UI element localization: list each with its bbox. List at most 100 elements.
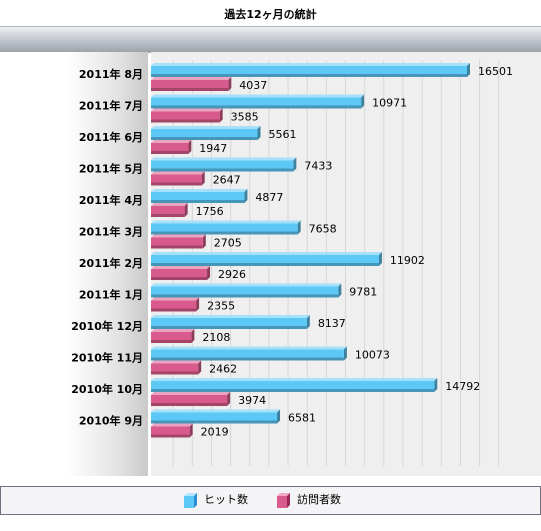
bar-hits [151,286,339,298]
bar-hits [151,192,245,203]
bar-shadow [151,357,344,361]
bar-top [151,283,342,287]
legend-label-visitors: 訪問者数 [297,493,341,506]
bar-hits [151,160,294,172]
bar-shadow [151,168,294,172]
bar-top [151,315,310,318]
bar-shadow [151,403,228,406]
bar-top [151,409,281,413]
value-label: 9781 [349,286,377,299]
bar-side [434,378,438,392]
bar-top [151,94,365,98]
value-label: 10971 [372,97,407,110]
bar-shadow [151,326,307,329]
category-label: 2011年 6月 [79,130,143,144]
category-label: 2010年 11月 [71,351,143,365]
value-label: 10073 [355,349,390,362]
category-label-panel [0,52,148,476]
bar-hits [151,255,379,266]
bar-shadow [151,119,220,123]
bar-side [188,140,192,154]
bar-top [151,220,301,224]
bar-top [151,189,248,192]
value-label: 2108 [202,331,230,344]
bar-shadow [151,308,197,312]
bar-visitors [151,269,208,280]
bar-top [151,203,188,206]
value-label: 1756 [196,205,224,218]
bar-side [196,297,200,312]
bar-side [293,157,297,172]
bar-shadow [151,151,189,154]
bar-side [257,126,261,140]
chart-title: 過去12ヶ月の統計 [224,8,317,21]
category-label: 2010年 9月 [79,414,143,428]
bar-top [151,266,211,269]
bar-side [201,171,205,186]
value-label: 6581 [288,412,316,425]
value-label: 2462 [209,363,237,376]
category-labels: 2011年 8月 2011年 7月 2011年 6月 2011年 5月 2011年 4月… [71,67,143,428]
value-label: 4877 [255,191,283,204]
bar-visitors [151,237,203,249]
bar-side [219,108,223,123]
bar-visitors [151,332,192,343]
bar-hits [151,318,307,329]
bar-side [198,360,202,375]
bar-visitors [151,395,228,406]
value-label: 2647 [213,174,241,187]
category-label: 2010年 12月 [71,319,143,333]
bar-visitors [151,426,190,438]
bar-side [277,409,281,424]
bar-shadow [151,340,192,343]
bar-top [151,329,195,332]
bar-hits [151,223,298,235]
bar-top [151,157,297,161]
bar-shadow [151,245,203,249]
bar-top [151,234,206,238]
bar-visitors [151,111,220,123]
value-label: 2355 [207,300,235,313]
value-label: 8137 [318,317,346,330]
bar-top [151,378,438,381]
bar-chart: 2011年 8月 2011年 7月 2011年 6月 2011年 5月 2011年 4月… [71,60,513,466]
bar-side [361,94,365,109]
bar-side [202,234,206,249]
bar-shadow [151,200,245,203]
category-label: 2011年 4月 [79,193,143,207]
category-label: 2011年 1月 [79,288,143,302]
bar-side [227,392,231,406]
value-label: 1947 [199,142,227,155]
value-label: 5561 [268,128,296,141]
bar-shadow [151,88,229,91]
bars [151,63,470,438]
bar-top [151,360,202,364]
bar-shadow [151,294,339,298]
bar-side [244,189,248,203]
bar-top [151,297,200,301]
bar-top [151,346,347,350]
legend-swatch-visitors [277,493,290,508]
category-label: 2011年 5月 [79,162,143,176]
bar-side [228,77,232,91]
legend-swatch-hits [184,493,197,508]
bar-side [338,283,342,298]
bar-hits [151,349,344,361]
bar-shadow [151,263,379,266]
value-label: 3974 [238,394,266,407]
category-label: 2010年 10月 [71,382,143,396]
bar-hits [151,97,362,109]
value-label: 2019 [201,426,229,439]
bar-top [151,108,223,112]
category-label: 2011年 2月 [79,256,143,270]
bar-side [467,63,470,77]
bar-side [378,252,382,266]
bar-hits [151,412,278,424]
bar-side [306,315,310,329]
bar-hits [151,129,258,140]
bar-shadow [151,231,298,235]
bar-visitors [151,174,202,186]
bar-visitors [151,300,197,312]
bar-shadow [151,214,185,217]
category-label: 2011年 8月 [79,67,143,81]
